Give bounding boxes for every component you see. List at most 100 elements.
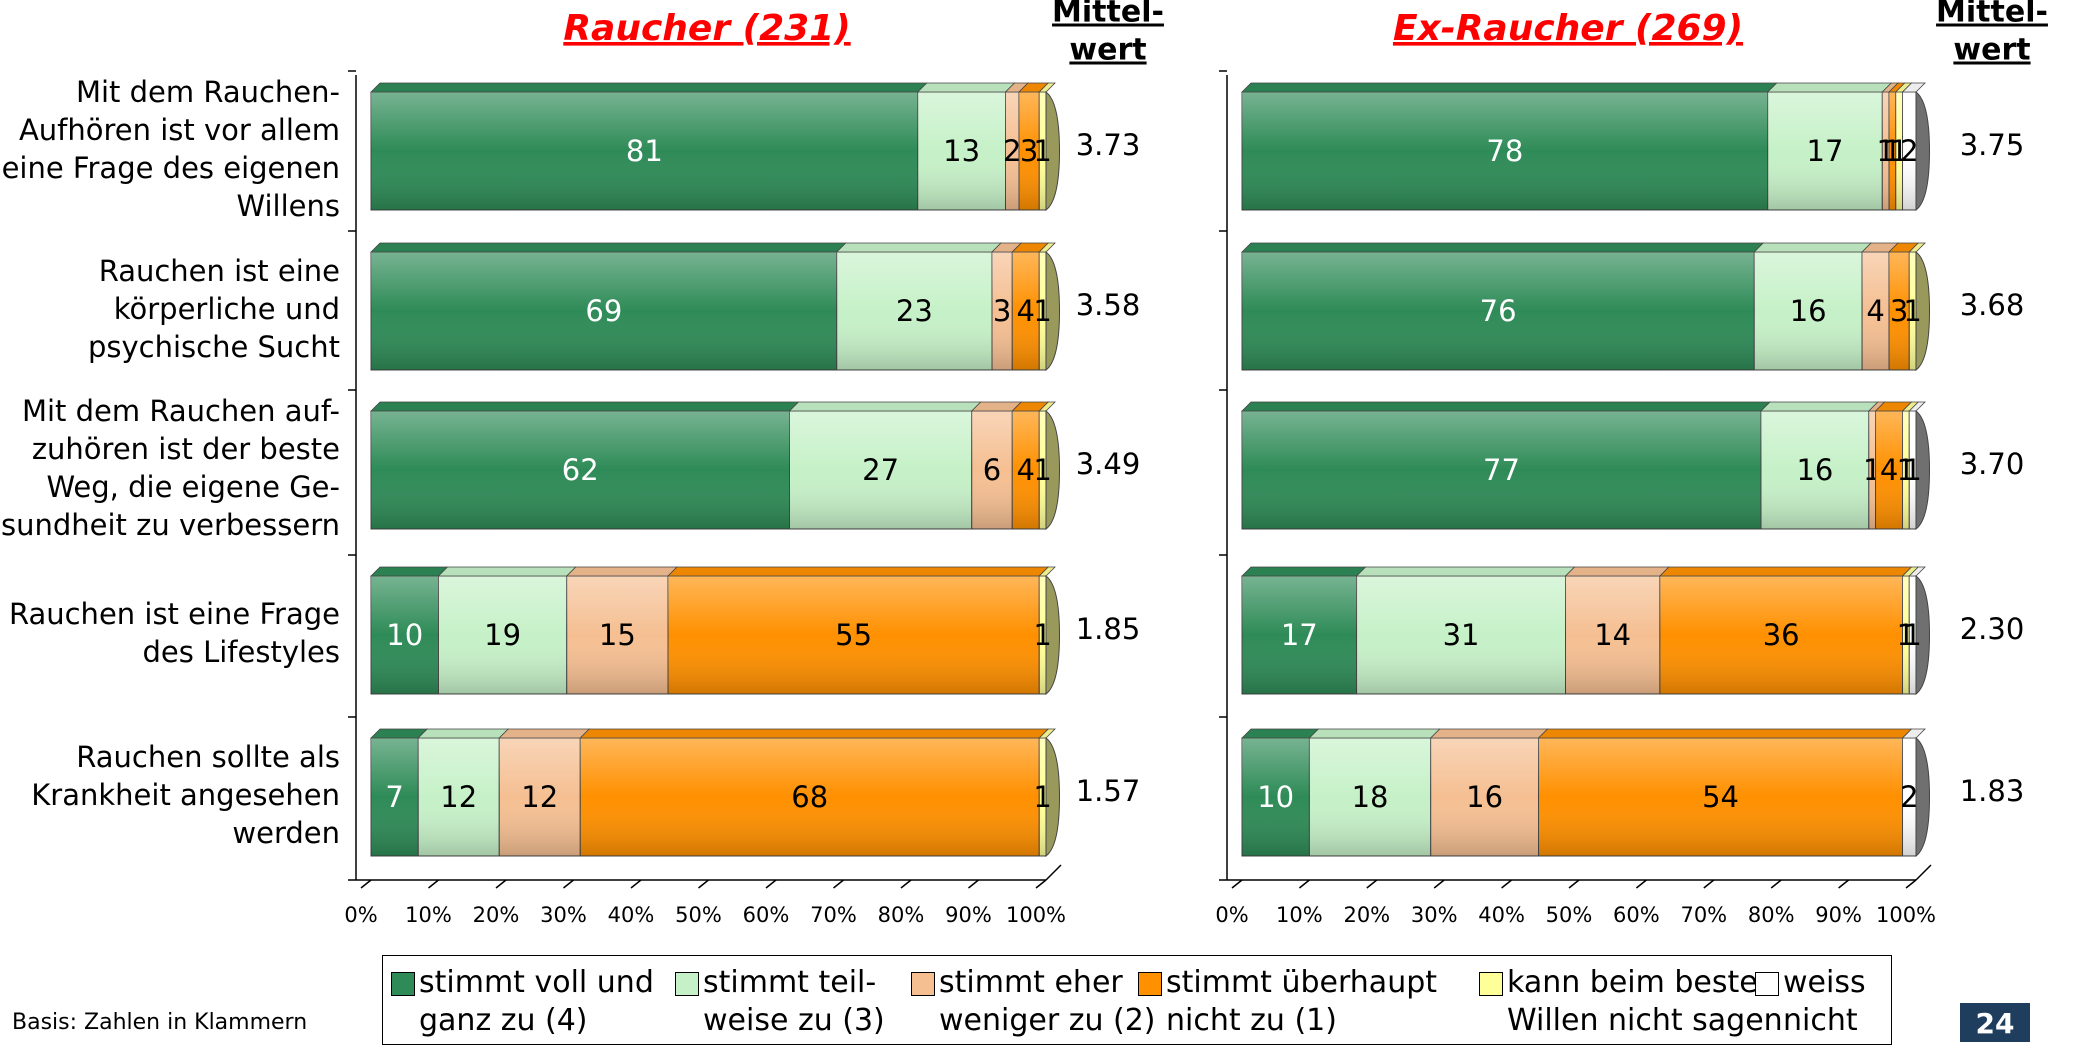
data-label: 1 <box>1033 618 1051 652</box>
bar-segment-top <box>580 729 1048 738</box>
legend-label: stimmt eher weniger zu (2) <box>939 964 1156 1040</box>
x-tick <box>1771 880 1781 888</box>
data-label: 77 <box>1483 453 1520 487</box>
data-label: 31 <box>1443 618 1480 652</box>
bar-segment-top <box>1242 402 1770 411</box>
data-label: 69 <box>585 294 622 328</box>
legend-swatch <box>1755 972 1779 996</box>
data-label: 23 <box>896 294 933 328</box>
chart-title: Raucher (231) <box>563 8 850 49</box>
footnote: Basis: Zahlen in Klammern <box>12 1010 307 1035</box>
bar-segment-top <box>371 402 799 411</box>
chart-panel-raucher: Raucher (231) Mittel-wert 0% 10% 20% 30% 40% 50… <box>344 0 1164 927</box>
chart-panel-ex-raucher: Ex-Raucher (269) Mittel-wert0% 10% 20% 30% 40… <box>1215 0 2048 927</box>
category-label: Rauchen ist eine Frage des Lifestyles <box>9 597 340 669</box>
data-label: 10 <box>386 618 423 652</box>
data-label: 12 <box>440 780 477 814</box>
bar-segment-top <box>371 567 448 576</box>
bar-segment-top <box>1768 83 1892 92</box>
bar-segment-top <box>371 729 427 738</box>
mean-value: 3.70 <box>1960 447 2025 481</box>
data-label: 4 <box>1017 453 1035 487</box>
category-label: Mit dem Rauchen auf-zuhören ist der best… <box>1 394 340 542</box>
data-label: 6 <box>983 453 1001 487</box>
bar-segment-top <box>1539 729 1912 738</box>
bar-segment-top <box>1242 567 1366 576</box>
x-tick <box>631 880 641 888</box>
data-label: 1 <box>1033 780 1051 814</box>
x-tick <box>564 880 574 888</box>
bar-row: 77 16 1411 <box>1242 402 1930 529</box>
mean-value: 1.83 <box>1960 774 2025 808</box>
data-label: 3 <box>993 294 1011 328</box>
x-tick-label: 50% <box>1546 903 1593 927</box>
bar-segment-top <box>1357 567 1575 576</box>
data-label: 10 <box>1257 780 1294 814</box>
data-label: 68 <box>791 780 828 814</box>
data-label: 7 <box>385 780 403 814</box>
data-label: 17 <box>1807 134 1844 168</box>
mean-value: 1.57 <box>1076 774 1141 808</box>
x-axis-depth-line <box>1916 865 1931 880</box>
bar-row: 69 23 3 41 <box>371 243 1060 370</box>
mean-value: 1.85 <box>1076 612 1141 646</box>
legend-swatch <box>675 972 699 996</box>
data-label: 27 <box>862 453 899 487</box>
legend: stimmt voll und ganz zu (4) stimmt teil- … <box>382 955 1892 1045</box>
x-tick-label: 40% <box>1478 903 1525 927</box>
bar-row: 81 13 231 <box>371 83 1060 210</box>
bar-segment-top <box>439 567 576 576</box>
mean-value: 3.58 <box>1076 288 1141 322</box>
legend-label: kann beim besten Willen nicht sagen <box>1507 964 1783 1040</box>
data-label: 4 <box>1017 294 1035 328</box>
x-tick-label: 30% <box>540 903 587 927</box>
bar-segment-top <box>371 243 846 252</box>
page-number: 24 <box>1960 1003 2030 1042</box>
category-label: Rauchen sollte als Krankheit angesehen wer… <box>31 740 340 850</box>
legend-label: stimmt überhaupt nicht zu (1) <box>1166 964 1437 1040</box>
bar-segment-top <box>1242 243 1763 252</box>
category-label: Mit dem Rauchen-Aufhören ist vor allem ei… <box>2 75 340 223</box>
x-tick <box>969 880 979 888</box>
data-label: 1 <box>1033 453 1051 487</box>
bar-row: 76 16 4 31 <box>1242 243 1930 370</box>
x-tick <box>901 880 911 888</box>
data-label: 14 <box>1594 618 1631 652</box>
data-label: 62 <box>562 453 599 487</box>
legend-swatch <box>1138 972 1162 996</box>
x-tick <box>496 880 506 888</box>
x-tick-label: 0% <box>344 903 377 927</box>
mean-value: 2.30 <box>1960 612 2025 646</box>
x-tick <box>1636 880 1646 888</box>
data-label: 76 <box>1480 294 1517 328</box>
data-label: 2 <box>1900 134 1918 168</box>
bar-segment-top <box>1566 567 1669 576</box>
legend-swatch <box>911 972 935 996</box>
x-tick-label: 80% <box>1748 903 1795 927</box>
x-tick-label: 50% <box>675 903 722 927</box>
mean-value: 3.49 <box>1076 447 1141 481</box>
mean-value: 3.68 <box>1960 288 2025 322</box>
x-axis-depth-line <box>1046 865 1061 880</box>
legend-label: stimmt teil- weise zu (3) <box>703 964 885 1040</box>
x-tick <box>1232 880 1242 888</box>
x-tick <box>1036 880 1046 888</box>
x-tick <box>1367 880 1377 888</box>
category-labels: Mit dem Rauchen-Aufhören ist vor allem ei… <box>1 75 340 850</box>
data-label: 1 <box>1033 134 1051 168</box>
bar-segment-top <box>1761 402 1878 411</box>
bar-segment-top <box>1242 83 1777 92</box>
mean-value: 3.73 <box>1076 128 1141 162</box>
bar-row: 62 27 6 41 <box>371 402 1060 529</box>
x-tick-label: 80% <box>878 903 925 927</box>
x-tick <box>699 880 709 888</box>
data-label: 16 <box>1466 780 1503 814</box>
data-label: 4 <box>1880 453 1898 487</box>
x-tick <box>1906 880 1916 888</box>
bar-segment-top <box>371 83 927 92</box>
x-tick-label: 20% <box>1343 903 1390 927</box>
x-tick <box>834 880 844 888</box>
bar-row: 7 12 12 68 1 <box>371 729 1060 856</box>
x-tick-label: 10% <box>1276 903 1323 927</box>
